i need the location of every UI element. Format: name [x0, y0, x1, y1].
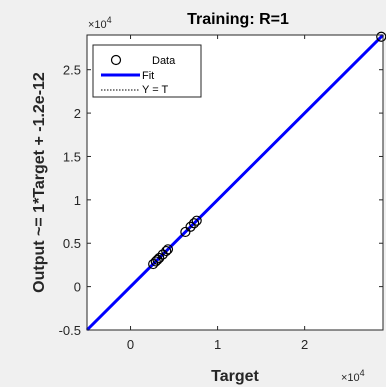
- data-point: [191, 215, 202, 226]
- y-tick-label: 2.5: [63, 63, 81, 78]
- legend-box: [92, 44, 202, 98]
- y-tick-label: 1.5: [63, 149, 81, 164]
- data-point: [180, 226, 191, 238]
- data-point: [157, 249, 168, 260]
- fit-line: [85, 33, 385, 332]
- data-point: [150, 256, 161, 267]
- x-tick-label: 2: [301, 337, 308, 352]
- plot-frame: [86, 34, 384, 331]
- x-axis-title: Target: [211, 368, 259, 385]
- data-point: [161, 245, 172, 257]
- data-point: [185, 221, 196, 232]
- legend-yt-label: Y = T: [142, 84, 168, 96]
- chart-title: Training: R=1: [187, 11, 289, 28]
- axis-ticks: 0 1 2 -0.5 0 0.5 1 1.5 2 2.5: [59, 35, 383, 352]
- legend: Data Fit Y = T: [92, 44, 202, 98]
- y-tick-label: 0.5: [63, 236, 81, 251]
- data-point: [188, 218, 200, 229]
- legend-fit-label: Fit: [142, 70, 154, 82]
- y-tick-label: 0: [74, 280, 81, 295]
- x-axis-exponent: ×104: [341, 368, 365, 384]
- data-point: [152, 254, 163, 265]
- x-tick-label: 0: [127, 337, 134, 352]
- legend-data-marker: [110, 54, 122, 66]
- x-tick-label: 1: [214, 337, 221, 352]
- data-point: [162, 244, 174, 255]
- chart-marks: [85, 31, 386, 332]
- legend-data-label: Data: [152, 55, 176, 67]
- y-tick-label: 2: [74, 106, 81, 121]
- data-point: [154, 252, 165, 264]
- y-tick-label: -0.5: [59, 323, 81, 338]
- y-axis-exponent: ×104: [88, 15, 112, 31]
- y-axis-title: Output ~= 1*Target + -1.2e-12: [31, 72, 48, 293]
- y-tick-label: 1: [74, 193, 81, 208]
